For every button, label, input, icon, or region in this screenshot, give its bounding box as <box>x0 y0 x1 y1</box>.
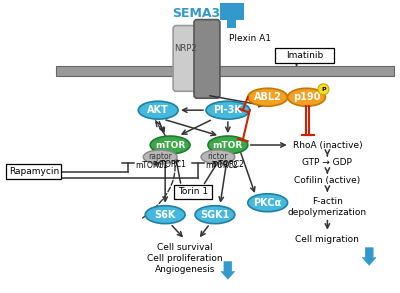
Text: mTORC1: mTORC1 <box>135 161 168 171</box>
Text: mTOR: mTOR <box>155 141 185 149</box>
Ellipse shape <box>138 101 178 119</box>
Text: ABL2: ABL2 <box>254 92 282 102</box>
Text: RhoA (inactive): RhoA (inactive) <box>292 141 362 149</box>
Text: SEMA3F: SEMA3F <box>172 7 228 20</box>
Ellipse shape <box>248 194 288 212</box>
Text: Plexin A1: Plexin A1 <box>229 34 271 43</box>
Text: rictor: rictor <box>208 152 228 161</box>
Text: Cofilin (active): Cofilin (active) <box>294 176 360 185</box>
FancyBboxPatch shape <box>236 3 244 12</box>
Text: Cell survival: Cell survival <box>157 243 213 252</box>
FancyBboxPatch shape <box>56 67 394 76</box>
Ellipse shape <box>195 206 235 224</box>
Ellipse shape <box>201 150 235 164</box>
Text: mTORC2: mTORC2 <box>212 160 244 169</box>
Text: Torin 1: Torin 1 <box>178 187 208 196</box>
Ellipse shape <box>288 88 326 106</box>
Text: raptor: raptor <box>148 152 172 161</box>
FancyBboxPatch shape <box>220 3 228 12</box>
Text: mTORC2: mTORC2 <box>205 161 238 171</box>
FancyBboxPatch shape <box>228 19 236 28</box>
Ellipse shape <box>248 88 288 106</box>
Text: AKT: AKT <box>147 105 169 115</box>
FancyArrow shape <box>221 261 235 279</box>
Text: p190: p190 <box>293 92 320 102</box>
FancyBboxPatch shape <box>228 11 236 20</box>
FancyBboxPatch shape <box>236 11 244 20</box>
Ellipse shape <box>143 150 177 164</box>
Ellipse shape <box>208 136 248 154</box>
Text: Cell proliferation: Cell proliferation <box>147 254 223 263</box>
Text: S6K: S6K <box>154 210 176 220</box>
FancyBboxPatch shape <box>228 3 236 12</box>
Circle shape <box>318 84 329 95</box>
Text: Cell migration: Cell migration <box>296 235 359 244</box>
Ellipse shape <box>206 101 250 119</box>
FancyBboxPatch shape <box>173 25 197 91</box>
Text: PI-3K: PI-3K <box>214 105 242 115</box>
Text: mTOR: mTOR <box>213 141 243 149</box>
Text: mTORC1: mTORC1 <box>154 160 186 169</box>
Text: P: P <box>321 87 326 92</box>
FancyArrow shape <box>362 248 376 265</box>
Text: PKCα: PKCα <box>254 198 282 208</box>
FancyBboxPatch shape <box>194 20 220 98</box>
FancyBboxPatch shape <box>275 48 334 63</box>
Text: Angiogenesis: Angiogenesis <box>155 265 215 274</box>
Text: SGK1: SGK1 <box>200 210 230 220</box>
Ellipse shape <box>145 206 185 224</box>
Text: F-actin: F-actin <box>312 197 343 206</box>
Text: NRP2: NRP2 <box>174 44 196 53</box>
FancyBboxPatch shape <box>220 11 228 20</box>
Text: Rapamycin: Rapamycin <box>9 167 59 176</box>
Ellipse shape <box>150 136 190 154</box>
Text: depolymerization: depolymerization <box>288 208 367 217</box>
Text: Imatinib: Imatinib <box>286 51 323 60</box>
FancyBboxPatch shape <box>6 164 61 179</box>
FancyBboxPatch shape <box>174 185 212 199</box>
Text: GTP → GDP: GTP → GDP <box>302 159 352 167</box>
